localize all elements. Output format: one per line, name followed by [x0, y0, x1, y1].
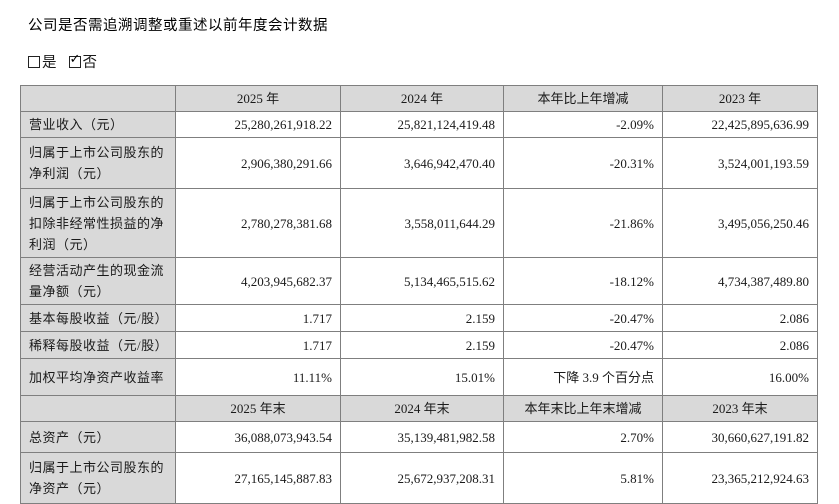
- option-no: ✓ 否: [68, 51, 98, 72]
- cell-yoy: -20.47%: [503, 304, 663, 332]
- table-row-net-profit-deducted: 归属于上市公司股东的扣除非经常性损益的净利润（元） 2,780,278,381.…: [20, 188, 818, 258]
- table-header-annual: 2025 年 2024 年 本年比上年增减 2023 年: [20, 85, 818, 112]
- page-title: 公司是否需追溯调整或重述以前年度会计数据: [28, 18, 328, 34]
- cell-2025: 25,280,261,918.22: [175, 111, 341, 138]
- row-label: 归属于上市公司股东的扣除非经常性损益的净利润（元）: [20, 188, 176, 258]
- header-yoy-change: 本年比上年增减: [503, 85, 663, 112]
- cell-2023: 23,365,212,924.63: [662, 452, 818, 504]
- cell-yoy: 5.81%: [503, 452, 663, 504]
- row-label: 加权平均净资产收益率: [20, 358, 176, 396]
- table-row-weighted-avg-roe: 加权平均净资产收益率 11.11% 15.01% 下降 3.9 个百分点 16.…: [20, 358, 818, 396]
- cell-2024: 25,821,124,419.48: [340, 111, 504, 138]
- row-label: 稀释每股收益（元/股）: [20, 331, 176, 359]
- cell-2024: 25,672,937,208.31: [340, 452, 504, 504]
- table-row-total-assets: 总资产（元） 36,088,073,943.54 35,139,481,982.…: [20, 421, 818, 453]
- cell-2023: 2.086: [662, 304, 818, 332]
- cell-2025: 36,088,073,943.54: [175, 421, 341, 453]
- table-row-net-profit: 归属于上市公司股东的净利润（元） 2,906,380,291.66 3,646,…: [20, 137, 818, 189]
- table-row-revenue: 营业收入（元） 25,280,261,918.22 25,821,124,419…: [20, 111, 818, 138]
- row-label: 基本每股收益（元/股）: [20, 304, 176, 332]
- cell-yoy: -18.12%: [503, 257, 663, 305]
- cell-yoy: 下降 3.9 个百分点: [503, 358, 663, 396]
- cell-2025: 4,203,945,682.37: [175, 257, 341, 305]
- header-empty-cell: [20, 85, 176, 112]
- cell-2023: 4,734,387,489.80: [662, 257, 818, 305]
- checkbox-unchecked-icon: [28, 55, 40, 68]
- cell-yoy: -20.31%: [503, 137, 663, 189]
- financial-summary-table: 2025 年 2024 年 本年比上年增减 2023 年 营业收入（元） 25,…: [20, 85, 818, 504]
- cell-2024: 15.01%: [340, 358, 504, 396]
- header-2024: 2024 年: [340, 85, 504, 112]
- cell-2023: 3,495,056,250.46: [662, 188, 818, 258]
- row-label: 归属于上市公司股东的净资产（元）: [20, 452, 176, 504]
- cell-2023: 22,425,895,636.99: [662, 111, 818, 138]
- table-row-diluted-eps: 稀释每股收益（元/股） 1.717 2.159 -20.47% 2.086: [20, 331, 818, 359]
- cell-2025: 27,165,145,887.83: [175, 452, 341, 504]
- cell-2025: 2,906,380,291.66: [175, 137, 341, 189]
- header-empty-cell: [20, 395, 176, 422]
- cell-2024: 35,139,481,982.58: [340, 421, 504, 453]
- option-yes: 是: [28, 51, 57, 72]
- header-2025: 2025 年: [175, 85, 341, 112]
- header-2023-end: 2023 年末: [662, 395, 818, 422]
- option-no-label: 否: [82, 55, 98, 71]
- table-row-basic-eps: 基本每股收益（元/股） 1.717 2.159 -20.47% 2.086: [20, 304, 818, 332]
- cell-2025: 2,780,278,381.68: [175, 188, 341, 258]
- header-2024-end: 2024 年末: [340, 395, 504, 422]
- cell-yoy: -2.09%: [503, 111, 663, 138]
- check-icon: ✓: [69, 51, 81, 67]
- cell-2024: 2.159: [340, 331, 504, 359]
- table-row-net-assets: 归属于上市公司股东的净资产（元） 27,165,145,887.83 25,67…: [20, 452, 818, 504]
- cell-2024: 3,558,011,644.29: [340, 188, 504, 258]
- cell-2023: 30,660,627,191.82: [662, 421, 818, 453]
- cell-2025: 1.717: [175, 304, 341, 332]
- table-row-operating-cash-flow: 经营活动产生的现金流量净额（元） 4,203,945,682.37 5,134,…: [20, 257, 818, 305]
- cell-2024: 2.159: [340, 304, 504, 332]
- restatement-choice: 是 ✓ 否: [28, 51, 839, 72]
- row-label: 总资产（元）: [20, 421, 176, 453]
- header-2023: 2023 年: [662, 85, 818, 112]
- header-year-end-change: 本年末比上年末增减: [503, 395, 663, 422]
- option-yes-label: 是: [42, 55, 57, 71]
- row-label: 经营活动产生的现金流量净额（元）: [20, 257, 176, 305]
- cell-2023: 3,524,001,193.59: [662, 137, 818, 189]
- cell-yoy: -20.47%: [503, 331, 663, 359]
- cell-2025: 11.11%: [175, 358, 341, 396]
- cell-2024: 5,134,465,515.62: [340, 257, 504, 305]
- cell-2023: 2.086: [662, 331, 818, 359]
- table-header-year-end: 2025 年末 2024 年末 本年末比上年末增减 2023 年末: [20, 395, 818, 422]
- row-label: 营业收入（元）: [20, 111, 176, 138]
- checkbox-checked-icon: ✓: [68, 51, 81, 68]
- cell-2024: 3,646,942,470.40: [340, 137, 504, 189]
- header-2025-end: 2025 年末: [175, 395, 341, 422]
- cell-2023: 16.00%: [662, 358, 818, 396]
- cell-yoy: -21.86%: [503, 188, 663, 258]
- cell-yoy: 2.70%: [503, 421, 663, 453]
- row-label: 归属于上市公司股东的净利润（元）: [20, 137, 176, 189]
- cell-2025: 1.717: [175, 331, 341, 359]
